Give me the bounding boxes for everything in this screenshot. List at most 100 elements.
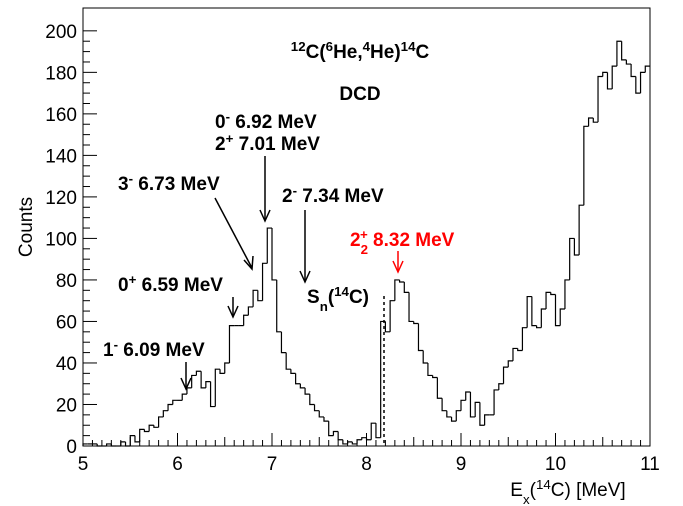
text-part: 0 [215, 112, 226, 133]
histogram-bin [573, 238, 580, 256]
histogram-bin [569, 237, 575, 280]
y-tick-label: 200 [45, 22, 77, 43]
histogram-bin [290, 369, 296, 374]
text-part: - [226, 109, 230, 124]
histogram-bin [592, 118, 599, 123]
histogram-bin [209, 381, 216, 408]
histogram-bin [276, 279, 282, 333]
histogram-bin [521, 327, 528, 351]
histogram-bin [167, 403, 173, 411]
histogram-bin [536, 325, 542, 329]
histogram-bin [186, 387, 192, 395]
histogram-bin [172, 399, 178, 405]
text-part: 2 [215, 134, 226, 155]
histogram-bin [413, 321, 419, 325]
histogram-bin [587, 117, 594, 127]
text-part: C( [306, 42, 327, 63]
y-tick-label: 80 [56, 271, 77, 292]
text-part: 8.32 MeV [368, 230, 455, 251]
histogram-bin [479, 402, 485, 426]
text-part: C) [349, 287, 369, 308]
histogram-bin [403, 282, 410, 293]
text-part: 2 [350, 230, 361, 251]
histogram-bin [158, 416, 164, 428]
histogram-bin [432, 375, 438, 379]
annotation: Sn(14C) [307, 284, 369, 314]
histogram-bin [134, 435, 140, 443]
histogram-bin [96, 443, 102, 447]
text-part: 6 [326, 39, 333, 54]
x-axis-label: Ex(14C) [MeV] [510, 477, 625, 506]
text-part: 6.59 MeV [136, 275, 223, 296]
arrow-head [392, 260, 404, 274]
arrow-head [180, 377, 192, 391]
histogram-bin [611, 65, 617, 89]
x-tick-label: 6 [172, 454, 183, 475]
histogram-bin [531, 296, 537, 327]
histogram-bin [465, 391, 471, 401]
y-tick-label: 0 [66, 437, 77, 458]
histogram-bin [337, 431, 343, 441]
histogram-bin [280, 331, 287, 354]
histogram-bin [427, 362, 433, 377]
x-tick-label: 9 [456, 454, 467, 475]
text-part: n [320, 299, 328, 314]
histogram-bin [394, 279, 400, 301]
text-part: 7.34 MeV [297, 186, 384, 207]
y-tick-label: 140 [45, 146, 77, 167]
histogram-bin [323, 416, 329, 422]
histogram-bin [252, 289, 258, 307]
histogram-bin [639, 71, 646, 94]
histogram-bin [347, 441, 353, 444]
histogram-bin [228, 325, 235, 363]
text-part: He) [370, 42, 401, 63]
text-part: 6.09 MeV [118, 340, 205, 361]
text-part: 7.01 MeV [233, 134, 320, 155]
arrow-head [259, 209, 271, 223]
histogram-bin [554, 294, 561, 327]
histogram-bin [583, 125, 589, 206]
text-part: - [129, 171, 133, 186]
text-part: 0 [118, 275, 129, 296]
histogram-bin [375, 423, 381, 439]
text-part: 4 [363, 39, 371, 54]
histogram-bin [365, 437, 372, 441]
histogram-bin [417, 323, 424, 352]
histogram-bin [214, 368, 221, 407]
text-part: ( [328, 287, 335, 308]
histogram-bin [195, 370, 202, 376]
text-part: 14 [401, 39, 416, 54]
histogram-bin [616, 40, 622, 67]
histogram-bin [129, 435, 135, 446]
histogram-bin [578, 204, 584, 256]
histogram-bin [106, 443, 112, 446]
histogram-bin [597, 75, 603, 123]
arrow-head [299, 270, 311, 284]
x-tick-label: 10 [545, 454, 566, 475]
annotation: 1- 6.09 MeV [103, 337, 205, 362]
text-part: 12 [291, 39, 306, 54]
text-part: - [293, 183, 297, 198]
histogram-bin [370, 422, 376, 440]
arrow-head [243, 255, 254, 271]
histogram-bin [540, 308, 547, 328]
histogram-bin [361, 437, 367, 440]
histogram-bin [559, 308, 565, 326]
histogram-bin [148, 424, 154, 432]
histogram-bin [630, 64, 636, 78]
text-part: 14 [334, 284, 349, 299]
histogram-bin [625, 59, 632, 65]
text-part: + [360, 227, 368, 242]
y-tick-label: 180 [45, 63, 77, 84]
histogram-bin [299, 383, 306, 389]
text-part: 2 [361, 242, 368, 257]
histogram-bin [82, 443, 88, 446]
histogram-bin [644, 65, 650, 73]
histogram-bin [351, 441, 358, 445]
histogram-bin [332, 430, 339, 436]
histogram-bin [318, 410, 324, 418]
y-tick-label: 120 [45, 188, 77, 209]
annotation: 2+ 7.01 MeV [215, 131, 320, 156]
histogram-bin [606, 72, 613, 90]
histogram-bin [450, 416, 457, 422]
